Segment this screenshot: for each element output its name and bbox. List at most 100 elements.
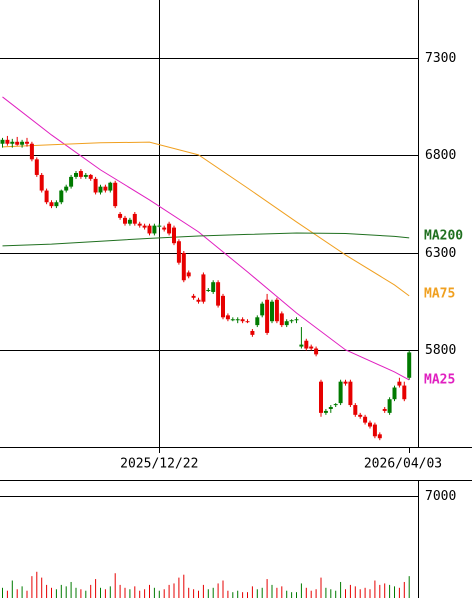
candle-body <box>382 408 387 411</box>
volume-bar <box>207 589 209 598</box>
volume-bar <box>21 586 23 598</box>
candle-body <box>34 159 39 175</box>
volume-bar <box>394 586 395 598</box>
volume-bar <box>173 583 175 598</box>
candle-body <box>270 301 274 322</box>
volume-bar <box>384 583 386 598</box>
legend-label: MA75 <box>424 286 455 301</box>
volume-bar <box>129 589 131 598</box>
candle-body <box>240 319 245 322</box>
candle-body <box>123 217 127 224</box>
candle-body <box>196 299 201 302</box>
candle-body <box>132 213 137 224</box>
candle-body <box>29 143 34 160</box>
candle-body <box>54 202 59 207</box>
y-tick-label: 5800 <box>425 343 456 358</box>
volume-bar <box>65 586 67 598</box>
volume-bar <box>95 579 97 598</box>
volume-bar <box>374 580 376 598</box>
volume-bar <box>389 584 391 598</box>
moving-average-line <box>2 232 410 247</box>
volume-bar <box>100 587 101 598</box>
candle-body <box>294 319 299 321</box>
volume-bar <box>345 589 346 598</box>
volume-bar <box>119 584 121 598</box>
volume-bar <box>149 584 150 598</box>
candle-body <box>377 434 382 439</box>
candle-body <box>64 186 69 191</box>
volume-bar <box>305 587 307 598</box>
candle-body <box>59 190 64 203</box>
volume-bar <box>271 584 273 598</box>
volume-bar <box>55 589 57 598</box>
volume-bar <box>124 587 126 598</box>
legend-label: MA200 <box>424 228 463 243</box>
candle-body <box>113 182 118 207</box>
candle-body <box>88 174 93 179</box>
volume-bar <box>266 579 268 598</box>
x-tick-label: 2026/04/03 <box>364 457 442 472</box>
candle-body <box>118 213 123 218</box>
candle-body <box>74 172 78 177</box>
candle-body <box>10 141 15 144</box>
volume-bar <box>281 586 283 598</box>
candle-body <box>201 274 206 302</box>
candle-body <box>343 381 348 384</box>
volume-bar <box>237 590 239 598</box>
volume-bar <box>227 590 229 598</box>
candle-body <box>333 404 338 406</box>
volume-bar <box>6 590 8 598</box>
candle-body <box>402 385 407 400</box>
volume-bar <box>325 587 327 598</box>
candle-body <box>392 387 397 400</box>
y-tick-label: 6800 <box>425 148 456 163</box>
candle-body <box>319 381 323 413</box>
candle-body <box>176 241 181 263</box>
volume-bar <box>139 590 141 598</box>
candle-body <box>225 315 230 320</box>
volume-bar <box>364 587 366 598</box>
candle-body <box>358 414 363 417</box>
volume-bar <box>276 587 278 598</box>
volume-bar <box>202 584 204 598</box>
candle-body <box>5 139 10 144</box>
legend-label: MA25 <box>424 372 455 387</box>
volume-bar <box>310 590 312 598</box>
volume-bar <box>41 577 43 598</box>
candle-body <box>69 176 74 187</box>
candle-body <box>216 282 221 306</box>
candle-body <box>245 321 250 323</box>
candle-body <box>338 381 343 404</box>
candle-body <box>304 340 309 349</box>
volume-bar <box>46 584 48 598</box>
volume-bar <box>296 592 297 598</box>
volume-bar <box>80 589 82 598</box>
candle-body <box>368 422 372 427</box>
candle-body <box>235 319 240 321</box>
volume-bar <box>31 576 33 598</box>
candle-body <box>98 186 103 193</box>
candle-body <box>328 407 333 409</box>
volume-bar <box>300 583 302 598</box>
candle-body <box>289 320 294 322</box>
volume-bar <box>320 577 322 598</box>
volume-bar <box>60 584 62 598</box>
candle-body <box>363 416 368 423</box>
volume-bar <box>398 587 400 598</box>
volume-bar <box>153 587 155 598</box>
volume-bar <box>261 587 263 598</box>
candle-body <box>103 186 108 191</box>
candle-body <box>83 174 88 177</box>
volume-bar <box>354 586 356 598</box>
volume-bar <box>222 580 224 598</box>
volume-bar <box>217 583 219 598</box>
volume-bar <box>251 586 253 598</box>
volume-bar <box>349 584 351 598</box>
volume-bar <box>11 580 13 598</box>
volume-bar <box>104 589 106 598</box>
candle-body <box>181 252 186 281</box>
volume-bar <box>212 587 214 598</box>
candle-body <box>407 352 412 378</box>
candle-body <box>314 348 319 355</box>
candle-body <box>0 139 5 144</box>
